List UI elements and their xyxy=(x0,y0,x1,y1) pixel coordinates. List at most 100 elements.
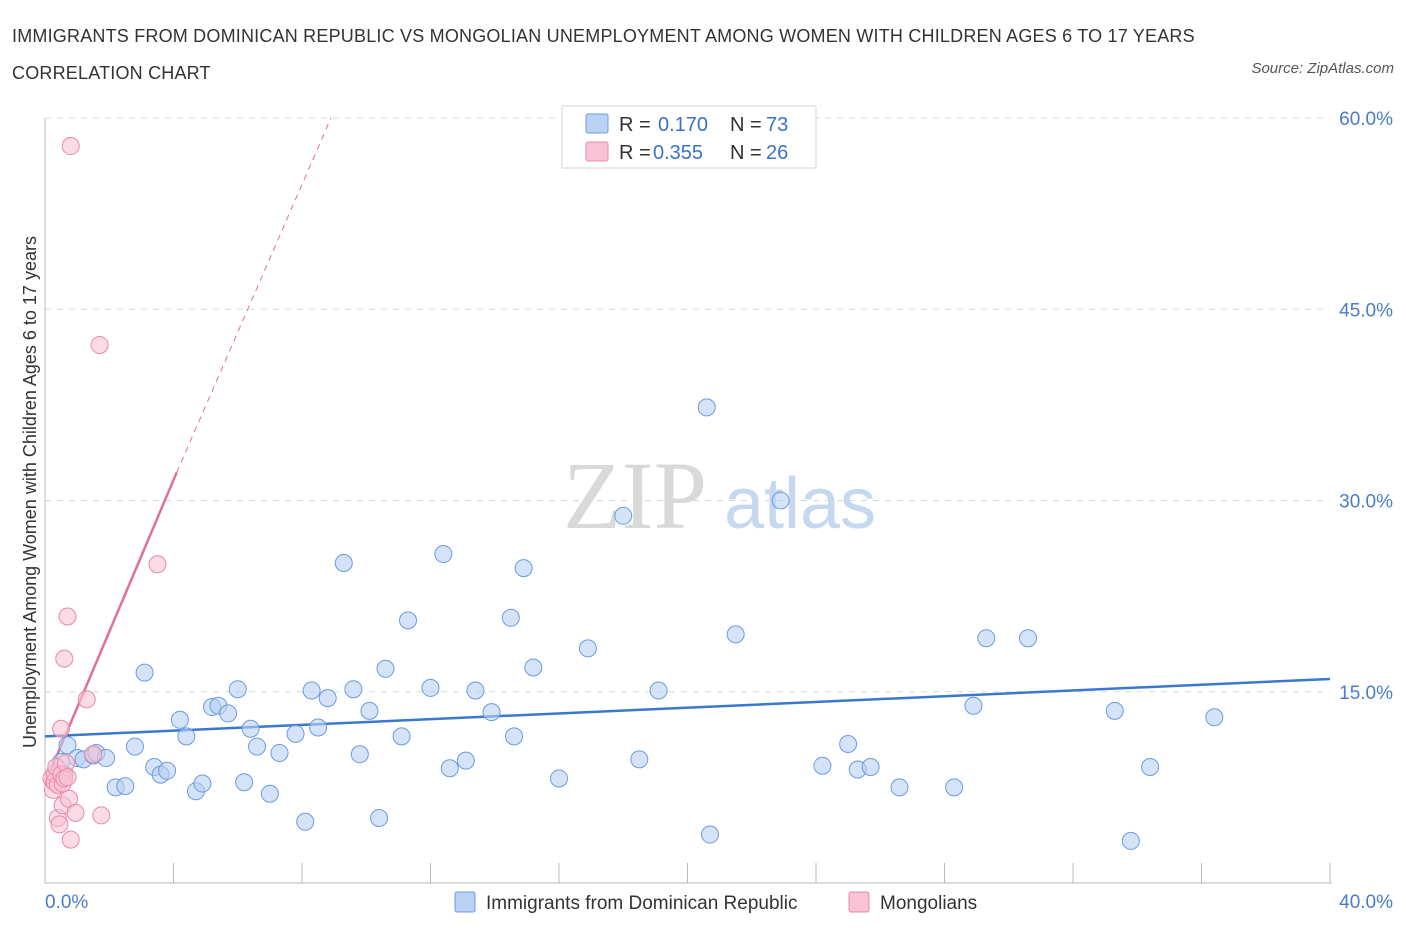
data-point-dominican xyxy=(550,769,568,788)
stats-n-label-mongolian: N = xyxy=(730,142,762,164)
y-tick-label: 60.0% xyxy=(1339,109,1393,130)
data-point-dominican xyxy=(890,778,909,797)
chart-title: IMMIGRANTS FROM DOMINICAN REPUBLIC VS MO… xyxy=(12,26,1195,83)
data-point-dominican xyxy=(505,727,524,746)
data-point-mongolian xyxy=(58,768,77,787)
grid-lines xyxy=(45,117,1330,693)
legend-label-dominican: Immigrants from Dominican Republic xyxy=(486,893,798,914)
stats-legend: R = 0.170 N = 73 R = 0.355 N = 26 xyxy=(561,105,817,169)
y-tick-labels: 15.0% 30.0% 45.0% 60.0% xyxy=(1339,109,1393,704)
data-point-dominican xyxy=(135,663,154,682)
data-point-mongolian xyxy=(92,806,111,825)
data-point-dominican xyxy=(270,743,289,762)
data-point-dominican xyxy=(125,737,144,756)
data-point-dominican xyxy=(309,718,328,737)
data-point-dominican xyxy=(524,658,543,677)
data-point-mongolian xyxy=(66,803,85,822)
data-point-mongolian xyxy=(61,137,80,156)
data-point-dominican xyxy=(376,659,395,678)
data-point-dominican xyxy=(964,696,983,715)
stats-r-label-mongolian: R = xyxy=(619,142,651,164)
data-point-dominican xyxy=(58,736,77,755)
data-point-mongolian xyxy=(90,335,109,354)
data-point-dominican xyxy=(578,639,597,658)
data-point-mongolian xyxy=(52,719,71,738)
data-point-dominican xyxy=(501,608,520,627)
data-point-mongolian xyxy=(148,555,167,574)
series-mongolian-points xyxy=(42,137,167,849)
data-point-dominican xyxy=(302,681,321,700)
stats-r-label-dominican: R = xyxy=(619,114,651,136)
data-point-dominican xyxy=(1205,708,1224,727)
stats-n-label-dominican: N = xyxy=(730,114,762,136)
y-tick-label: 45.0% xyxy=(1339,300,1393,321)
data-point-dominican xyxy=(697,398,716,417)
data-point-dominican xyxy=(260,784,279,803)
legend-swatch-mongolian xyxy=(848,891,870,913)
watermark-zip: ZIP xyxy=(563,442,707,549)
watermark-atlas: atlas xyxy=(724,464,876,544)
data-point-dominican xyxy=(630,750,649,769)
data-point-dominican xyxy=(116,777,135,796)
bottom-legend: Immigrants from Dominican Republic Mongo… xyxy=(454,891,977,914)
data-point-mongolian xyxy=(50,815,69,834)
data-point-dominican xyxy=(219,704,238,723)
data-point-dominican xyxy=(392,727,411,746)
data-point-mongolian xyxy=(84,745,103,764)
data-point-dominican xyxy=(861,757,880,776)
data-point-dominican xyxy=(370,808,389,827)
data-point-dominican xyxy=(399,611,418,630)
data-point-dominican xyxy=(1121,831,1140,850)
stats-n-value-mongolian: 26 xyxy=(766,142,788,164)
y-tick-label: 15.0% xyxy=(1339,683,1393,704)
data-point-dominican xyxy=(771,491,790,510)
data-point-dominican xyxy=(235,773,254,792)
x-tick-label-max: 40.0% xyxy=(1339,892,1393,913)
data-point-dominican xyxy=(421,678,440,697)
data-point-dominican xyxy=(177,727,196,746)
data-point-dominican xyxy=(360,701,379,720)
data-point-dominican xyxy=(813,756,832,775)
legend-label-mongolian: Mongolians xyxy=(880,893,977,914)
stats-r-value-mongolian: 0.355 xyxy=(653,142,703,164)
y-axis-label: Unemployment Among Women with Children A… xyxy=(20,236,40,748)
data-point-dominican xyxy=(440,759,459,778)
data-point-dominican xyxy=(945,778,964,797)
data-point-dominican xyxy=(649,681,668,700)
data-point-dominican xyxy=(1141,757,1160,776)
data-point-dominican xyxy=(318,689,337,708)
data-point-dominican xyxy=(228,680,247,699)
data-point-dominican xyxy=(1105,701,1124,720)
data-point-dominican xyxy=(514,559,533,578)
data-point-dominican xyxy=(434,545,453,564)
data-point-dominican xyxy=(286,724,305,743)
x-tick-label-min: 0.0% xyxy=(45,892,88,913)
data-point-dominican xyxy=(344,680,363,699)
data-point-dominican xyxy=(241,719,260,738)
stats-swatch-mongolian xyxy=(585,141,609,162)
data-point-dominican xyxy=(977,629,996,648)
data-point-dominican xyxy=(1019,629,1038,648)
data-point-dominican xyxy=(614,506,633,525)
data-point-dominican xyxy=(193,774,212,793)
data-point-dominican xyxy=(248,737,267,756)
data-point-mongolian xyxy=(61,830,80,849)
data-point-mongolian xyxy=(77,690,96,709)
y-tick-label: 30.0% xyxy=(1339,492,1393,513)
stats-r-value-dominican: 0.170 xyxy=(658,114,708,136)
trend-line-mongolian-extension xyxy=(176,117,332,473)
data-point-dominican xyxy=(726,625,745,644)
watermark: ZIP atlas xyxy=(563,442,876,549)
data-point-dominican xyxy=(839,735,858,754)
data-point-mongolian xyxy=(58,607,77,626)
data-point-dominican xyxy=(350,745,369,764)
data-point-dominican xyxy=(158,761,177,780)
axes xyxy=(44,118,1332,884)
data-point-dominican xyxy=(456,751,475,770)
data-point-dominican xyxy=(700,825,719,844)
data-point-dominican xyxy=(466,681,485,700)
data-point-dominican xyxy=(170,710,189,729)
source-credit: Source: ZipAtlas.com xyxy=(1251,60,1394,77)
data-point-mongolian xyxy=(55,649,74,668)
